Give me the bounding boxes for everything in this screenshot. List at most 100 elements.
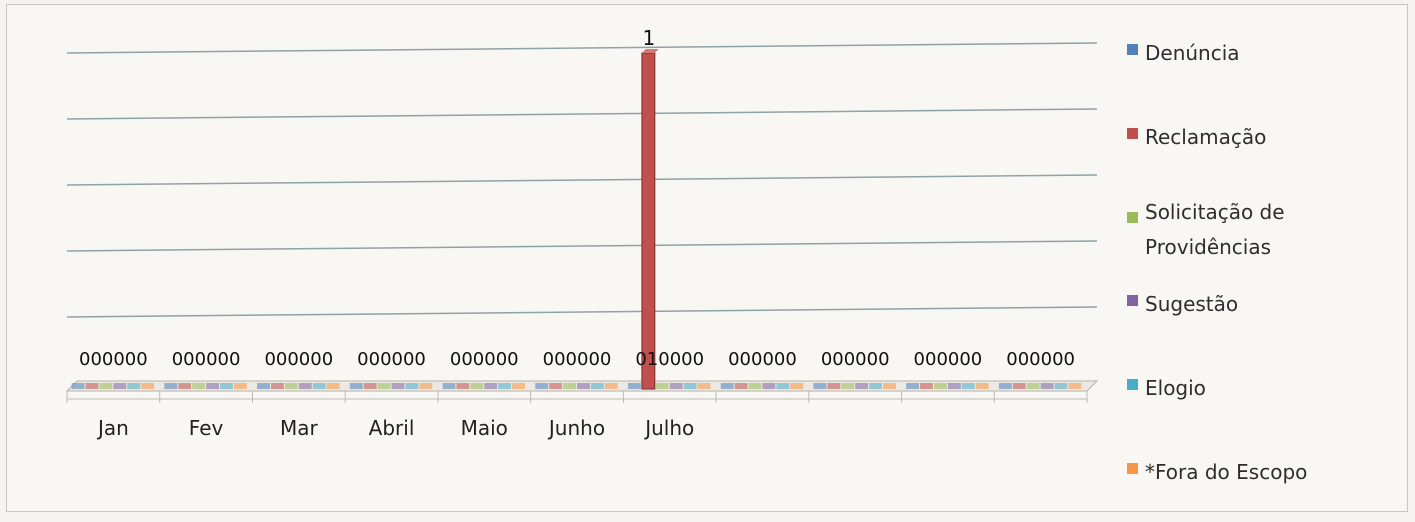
legend-swatch (1127, 128, 1138, 139)
category-label: Jan (96, 416, 129, 440)
bar (762, 383, 776, 389)
legend: Denúncia Reclamação Solicitação de Providên… (1127, 41, 1307, 484)
legend-swatch (1127, 212, 1138, 223)
bar (206, 383, 219, 389)
data-label: 000000 (79, 349, 148, 370)
bar (1068, 383, 1082, 389)
bar (220, 383, 233, 389)
bar (961, 383, 975, 389)
bar (71, 383, 85, 389)
bar (377, 383, 391, 389)
bar (85, 383, 99, 389)
bar (590, 383, 604, 389)
legend-swatch (1127, 44, 1138, 55)
legend-item: Elogio (1127, 376, 1206, 400)
gridlines (66, 42, 1098, 318)
category-labels: Jan Fev Mar Abril Maio Junho Julho (96, 416, 694, 440)
legend-label: Solicitação de (1145, 200, 1285, 224)
data-label: 000000 (172, 349, 241, 370)
legend-swatch (1127, 379, 1138, 390)
bar (192, 383, 206, 389)
chart-frame: 000000 000000 000000 000000 000000 000000 0100… (6, 4, 1408, 512)
bar (813, 383, 827, 389)
bar (827, 383, 841, 389)
bar (298, 383, 312, 389)
bar (628, 383, 641, 389)
bar (975, 383, 989, 389)
data-label: 000000 (450, 349, 519, 370)
bar (855, 383, 869, 389)
bar (641, 52, 656, 390)
bar (604, 383, 618, 389)
data-label: 000000 (543, 349, 612, 370)
bar (683, 383, 697, 389)
bar (841, 383, 855, 389)
bar (113, 383, 127, 389)
bar (655, 383, 669, 389)
gridline (66, 306, 1098, 318)
bar (669, 383, 683, 389)
category-label: Fev (189, 416, 224, 440)
bar (257, 383, 270, 389)
bar (535, 383, 549, 389)
bar (178, 383, 192, 389)
legend-label: Reclamação (1145, 125, 1266, 149)
gridline (66, 108, 1098, 120)
bar (869, 383, 882, 389)
bar (1026, 383, 1040, 389)
bar (498, 383, 512, 389)
gridline (66, 240, 1098, 252)
bar (470, 383, 484, 389)
legend-label: Elogio (1145, 376, 1206, 400)
data-label: 000000 (357, 349, 426, 370)
legend-item: Reclamação (1127, 125, 1266, 149)
legend-label: *Fora do Escopo (1145, 460, 1307, 484)
bar-top (641, 49, 659, 53)
bar (164, 383, 178, 389)
bar (363, 383, 377, 389)
bar (442, 383, 456, 389)
legend-item: Denúncia (1127, 41, 1240, 65)
bar (312, 383, 326, 389)
category-label: Abril (369, 416, 415, 440)
bar (233, 383, 247, 389)
bar (326, 383, 340, 389)
legend-swatch (1127, 463, 1138, 474)
bar (484, 383, 498, 389)
bar (127, 383, 141, 389)
bar (998, 383, 1012, 389)
bar (99, 383, 113, 389)
data-label: 010000 (635, 349, 704, 370)
bar (1040, 383, 1054, 389)
data-label: 000000 (264, 349, 333, 370)
data-label: 000000 (728, 349, 797, 370)
bar (697, 383, 711, 389)
bar-value-label: 1 (642, 26, 655, 50)
bar (405, 383, 419, 389)
data-label: 000000 (821, 349, 890, 370)
category-label: Mar (280, 416, 319, 440)
legend-label: Providências (1145, 235, 1271, 259)
bar (549, 383, 563, 389)
bar (271, 383, 284, 389)
bar (577, 383, 590, 389)
legend-swatch (1127, 295, 1138, 306)
bar (512, 383, 525, 389)
bars (71, 49, 1082, 390)
bar (934, 383, 947, 389)
legend-item: Sugestão (1127, 292, 1238, 316)
data-label: 000000 (914, 349, 983, 370)
bar (419, 383, 433, 389)
bar (883, 383, 896, 389)
bar (776, 383, 790, 389)
bar (141, 383, 155, 389)
bar (920, 383, 933, 389)
bar (906, 383, 920, 389)
gridline (66, 174, 1098, 186)
bar (563, 383, 576, 389)
bar (391, 383, 405, 389)
data-labels: 000000 000000 000000 000000 000000 000000 0100… (79, 26, 1075, 370)
bar (1054, 383, 1068, 389)
bar (456, 383, 470, 389)
category-label: Maio (461, 416, 508, 440)
